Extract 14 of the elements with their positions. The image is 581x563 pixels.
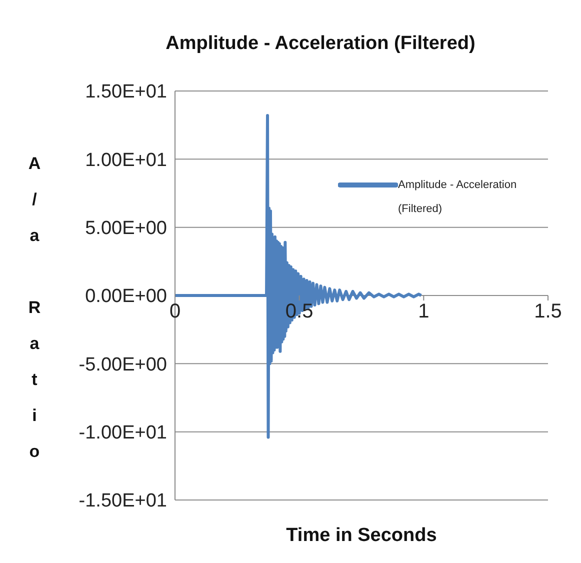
x-tick-label: 1	[418, 300, 430, 322]
y-tick-label: -1.00E+01	[78, 422, 167, 444]
y-axis-title: A/a Ratio	[24, 154, 44, 478]
y-tick-label: 1.00E+01	[85, 150, 167, 171]
y-tick-label: 5.00E+00	[85, 218, 167, 240]
y-tick-label: -5.00E+00	[78, 354, 167, 376]
text: Amplitude - Acceleration (Filtered)	[398, 178, 518, 217]
x-axis-title: Time in Seconds	[286, 525, 437, 546]
chart-title: Amplitude - Acceleration (Filtered)	[164, 33, 476, 55]
y-tick-label: 0.00E+00	[85, 286, 167, 308]
x-tick-label: 0	[169, 300, 181, 322]
y-tick-label: 1.50E+01	[85, 82, 167, 103]
x-tick-label: 1.5	[534, 300, 562, 322]
y-tick-label: -1.50E+01	[78, 490, 167, 512]
